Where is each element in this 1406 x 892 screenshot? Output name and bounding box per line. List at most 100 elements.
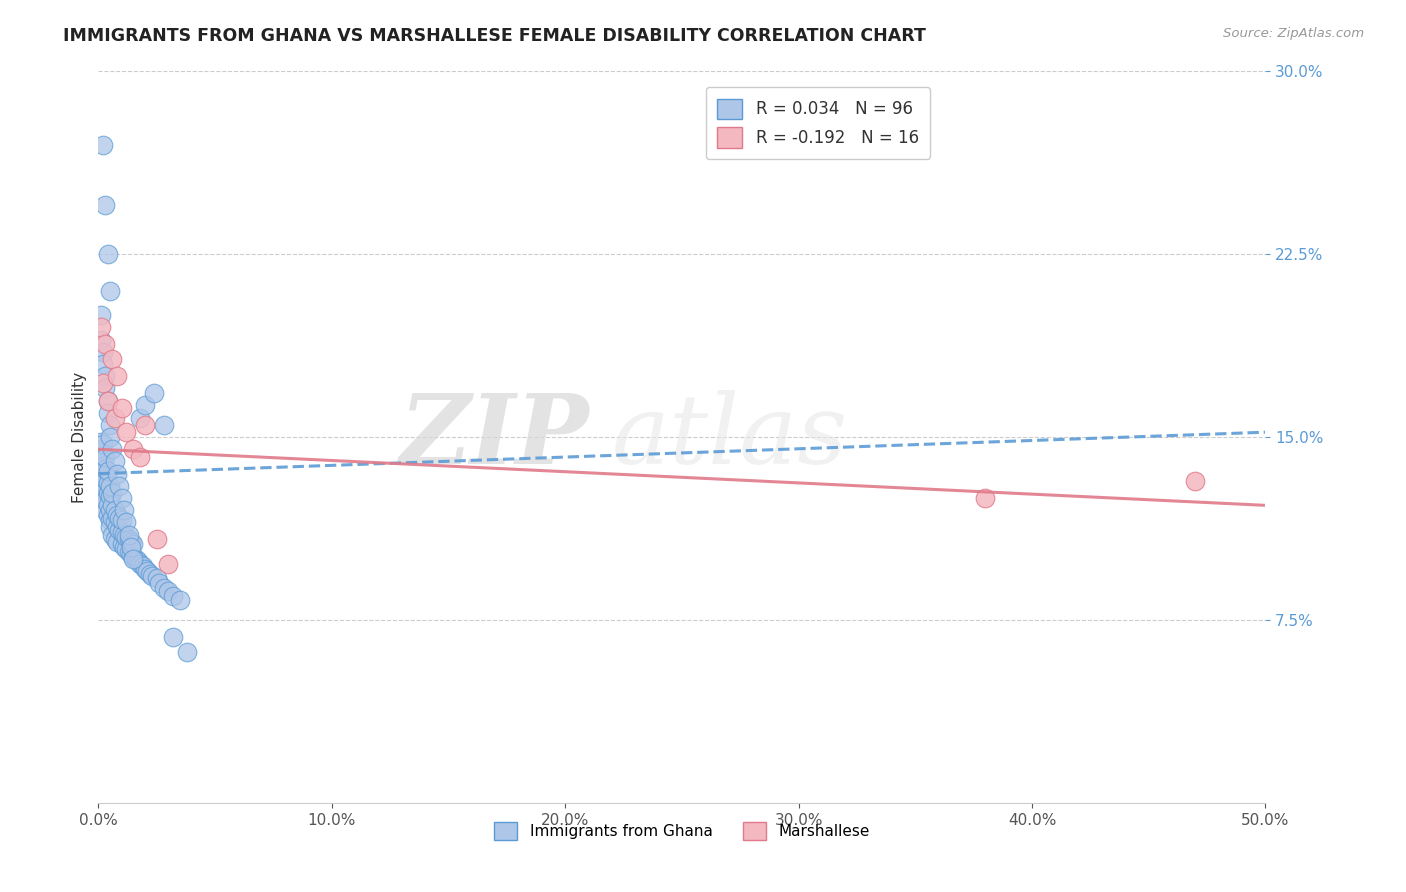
Point bbox=[90, 454, 112, 468]
Point bbox=[122, 537, 145, 551]
Y-axis label: Female Disability: Female Disability bbox=[72, 371, 87, 503]
Point bbox=[127, 554, 149, 568]
Point bbox=[97, 476, 120, 491]
Point bbox=[143, 386, 166, 401]
Point bbox=[139, 566, 162, 581]
Point bbox=[112, 527, 135, 541]
Point bbox=[94, 462, 117, 476]
Point bbox=[104, 516, 127, 530]
Point bbox=[90, 320, 112, 334]
Point bbox=[91, 357, 114, 371]
Point bbox=[157, 583, 180, 598]
Point bbox=[94, 198, 117, 212]
Point bbox=[94, 337, 117, 351]
Point bbox=[105, 535, 128, 549]
Text: ZIP: ZIP bbox=[399, 390, 589, 484]
Point bbox=[132, 559, 155, 574]
Point bbox=[104, 503, 127, 517]
Point bbox=[90, 308, 112, 322]
Point bbox=[91, 137, 114, 152]
Point bbox=[157, 557, 180, 571]
Point bbox=[120, 547, 142, 561]
Point bbox=[134, 417, 156, 432]
Point bbox=[101, 510, 124, 524]
Point bbox=[105, 467, 128, 481]
Point bbox=[148, 576, 170, 591]
Point bbox=[115, 425, 138, 440]
Text: IMMIGRANTS FROM GHANA VS MARSHALLESE FEMALE DISABILITY CORRELATION CHART: IMMIGRANTS FROM GHANA VS MARSHALLESE FEM… bbox=[63, 27, 927, 45]
Point bbox=[98, 417, 121, 432]
Point bbox=[90, 434, 112, 449]
Point bbox=[111, 401, 134, 415]
Point bbox=[152, 417, 174, 432]
Point bbox=[90, 467, 112, 481]
Point bbox=[97, 406, 120, 420]
Point bbox=[90, 333, 112, 347]
Point bbox=[125, 552, 148, 566]
Point bbox=[91, 376, 114, 391]
Point bbox=[105, 369, 128, 384]
Point bbox=[91, 437, 114, 451]
Point bbox=[101, 527, 124, 541]
Point bbox=[94, 381, 117, 395]
Point bbox=[101, 486, 124, 500]
Point bbox=[1184, 474, 1206, 488]
Point bbox=[97, 486, 120, 500]
Point bbox=[162, 589, 184, 603]
Point bbox=[97, 508, 120, 522]
Text: Source: ZipAtlas.com: Source: ZipAtlas.com bbox=[1223, 27, 1364, 40]
Point bbox=[120, 540, 142, 554]
Point bbox=[108, 523, 131, 537]
Point bbox=[108, 479, 131, 493]
Point bbox=[97, 393, 120, 408]
Point bbox=[94, 471, 117, 485]
Text: atlas: atlas bbox=[612, 390, 848, 484]
Point bbox=[146, 533, 169, 547]
Point bbox=[141, 569, 163, 583]
Point bbox=[134, 398, 156, 412]
Legend: Immigrants from Ghana, Marshallese: Immigrants from Ghana, Marshallese bbox=[488, 815, 876, 847]
Point bbox=[129, 557, 152, 571]
Point bbox=[134, 562, 156, 576]
Point bbox=[104, 454, 127, 468]
Point bbox=[112, 540, 135, 554]
Point bbox=[98, 479, 121, 493]
Point bbox=[94, 481, 117, 495]
Point bbox=[129, 450, 152, 464]
Point bbox=[115, 542, 138, 557]
Point bbox=[136, 564, 159, 578]
Point bbox=[118, 533, 141, 547]
Point bbox=[974, 491, 997, 505]
Point bbox=[122, 442, 145, 457]
Point bbox=[98, 489, 121, 503]
Point bbox=[97, 247, 120, 261]
Point bbox=[176, 645, 198, 659]
Point bbox=[94, 369, 117, 384]
Point bbox=[118, 527, 141, 541]
Point bbox=[101, 352, 124, 367]
Point bbox=[104, 533, 127, 547]
Point bbox=[146, 572, 169, 586]
Point bbox=[101, 499, 124, 513]
Point bbox=[101, 442, 124, 457]
Point bbox=[115, 516, 138, 530]
Point bbox=[169, 593, 191, 607]
Point bbox=[162, 630, 184, 644]
Point bbox=[111, 525, 134, 540]
Point bbox=[91, 483, 114, 498]
Point bbox=[90, 474, 112, 488]
Point bbox=[98, 503, 121, 517]
Point bbox=[94, 503, 117, 517]
Point bbox=[91, 491, 114, 505]
Point bbox=[97, 499, 120, 513]
Point bbox=[122, 549, 145, 564]
Point bbox=[122, 552, 145, 566]
Point bbox=[105, 520, 128, 534]
Point bbox=[115, 530, 138, 544]
Point bbox=[108, 510, 131, 524]
Point bbox=[120, 535, 142, 549]
Point bbox=[98, 430, 121, 444]
Point bbox=[111, 537, 134, 551]
Point bbox=[111, 513, 134, 527]
Point bbox=[94, 493, 117, 508]
